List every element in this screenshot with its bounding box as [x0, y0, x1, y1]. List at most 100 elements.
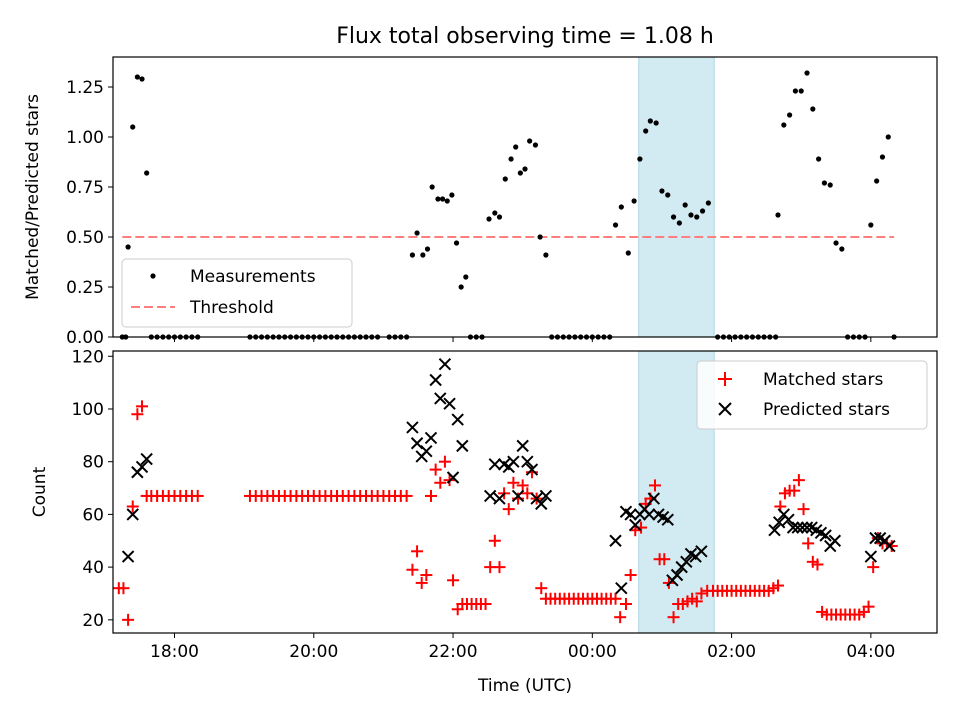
predicted-star-stroke	[521, 455, 534, 468]
measurement-point	[125, 244, 131, 250]
predicted-star-point	[642, 508, 656, 521]
x-tick-label: 18:00	[150, 642, 199, 662]
predicted-star-stroke	[126, 508, 139, 521]
matched-star-point	[862, 600, 875, 613]
predicted-star-stroke	[451, 413, 464, 426]
measurement-point	[816, 156, 822, 162]
predicted-star-point	[768, 524, 781, 537]
predicted-star-stroke	[624, 508, 637, 521]
measurement-point	[424, 246, 431, 252]
predicted-star-stroke	[642, 508, 656, 521]
measurement-point	[453, 240, 460, 246]
measurement-point	[781, 122, 787, 128]
predicted-star-stroke	[516, 439, 529, 453]
predicted-star-point	[493, 492, 506, 505]
measurement-point	[705, 200, 711, 206]
predicted-star-stroke	[810, 524, 823, 537]
measurement-point	[821, 180, 828, 186]
bottom-legend-box	[696, 360, 928, 430]
legend-predicted-marker	[718, 402, 732, 416]
measurement-point	[517, 170, 523, 176]
matched-star-point	[535, 582, 548, 595]
matched-star-point	[811, 558, 824, 571]
matched-star-point	[411, 545, 424, 558]
measurement-point	[440, 196, 446, 202]
measurement-point	[670, 214, 677, 220]
predicted-star-stroke	[615, 581, 628, 595]
measurement-point	[643, 128, 649, 134]
predicted-star-stroke	[507, 455, 520, 468]
y-tick-label: 0.00	[66, 328, 104, 348]
predicted-star-stroke	[420, 444, 433, 458]
predicted-star-stroke	[434, 392, 447, 405]
bottom-y-axis-label: Count	[30, 466, 50, 517]
predicted-star-stroke	[791, 521, 804, 534]
measurement-point	[543, 252, 549, 258]
measurement-point	[463, 274, 469, 280]
bottom-y-ticks: 20 40 60 80 100 120	[72, 347, 113, 631]
matched-star-point	[493, 561, 506, 574]
predicted-star-point	[772, 516, 786, 529]
measurement-point	[637, 156, 643, 162]
top-y-axis-label: Matched/Predicted stars	[23, 94, 43, 300]
matched-star-point	[797, 503, 810, 516]
chart-title: Flux total observing time = 1.08 h	[336, 24, 714, 49]
measurement-point	[486, 216, 492, 222]
matched-star-point	[516, 479, 529, 492]
predicted-star-stroke	[819, 529, 832, 542]
predicted-star-stroke	[493, 492, 506, 505]
predicted-star-stroke	[772, 516, 786, 529]
predicted-star-point	[539, 489, 553, 503]
measurement-point	[792, 88, 799, 94]
y-tick-label: 0.50	[66, 228, 104, 248]
y-tick-label: 80	[82, 453, 104, 473]
measurement-point	[676, 220, 682, 226]
predicted-star-point	[456, 439, 469, 453]
legend-matched-label: Matched stars	[763, 370, 883, 390]
matched-star-point	[792, 474, 805, 487]
predicted-star-point	[434, 392, 447, 405]
measurement-point	[429, 184, 435, 190]
bottom-panel: 18:00 20:00 22:00 00:00 02:00 04:00 20 40 60 80 1…	[30, 347, 938, 696]
predicted-star-point	[864, 550, 878, 563]
measurement-point	[665, 192, 671, 198]
matched-star-point	[447, 574, 460, 587]
matched-star-point	[400, 489, 413, 502]
matched-star-point	[191, 489, 204, 502]
predicted-star-point	[406, 421, 419, 434]
top-highlight-span	[638, 56, 715, 338]
measurement-point	[414, 230, 420, 236]
predicted-star-stroke	[873, 531, 887, 545]
measurement-point	[688, 212, 694, 218]
predicted-star-stroke	[680, 555, 693, 569]
predicted-star-stroke	[800, 521, 814, 534]
measurement-point	[885, 134, 891, 140]
matched-star-point	[488, 534, 501, 547]
predicted-star-point	[883, 539, 896, 553]
measurement-point	[522, 166, 528, 172]
measurement-point	[527, 138, 533, 144]
predicted-star-point	[446, 471, 460, 484]
matched-star-point	[609, 592, 622, 605]
measurement-point	[435, 196, 441, 202]
predicted-star-point	[126, 508, 139, 521]
measurement-point	[653, 120, 659, 126]
top-x-ticks	[174, 337, 872, 342]
measurement-point	[532, 142, 539, 148]
predicted-star-stroke	[535, 497, 548, 511]
measurement-point	[513, 144, 519, 150]
predicted-star-stroke	[629, 518, 642, 532]
y-tick-label: 100	[72, 400, 104, 420]
top-legend-box	[121, 258, 353, 328]
matched-star-point	[619, 598, 632, 611]
predicted-star-point	[507, 455, 520, 468]
predicted-star-stroke	[429, 373, 442, 387]
bottom-legend: Matched stars Predicted stars	[696, 360, 928, 430]
predicted-star-point	[828, 534, 842, 547]
predicted-star-point	[695, 545, 708, 558]
predicted-star-point	[121, 550, 135, 563]
legend-threshold-label: Threshold	[189, 298, 274, 318]
matched-star-point	[434, 476, 447, 489]
matched-star-point	[502, 503, 515, 516]
predicted-star-point	[424, 431, 438, 445]
